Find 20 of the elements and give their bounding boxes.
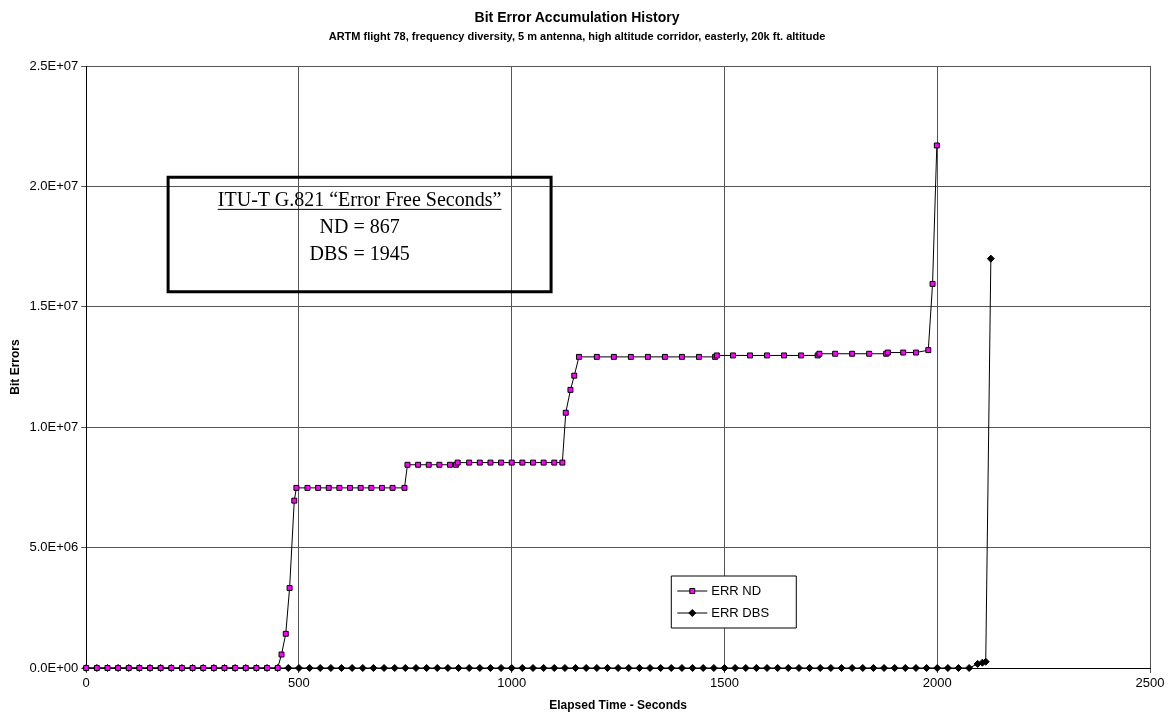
annotation: DBS = 1945 — [309, 242, 410, 265]
x-tick-label: 0 — [82, 675, 90, 691]
legend-label: ERR ND — [711, 582, 762, 598]
y-axis-title: Bit Errors — [7, 339, 22, 395]
x-tick-label: 2500 — [1135, 675, 1165, 691]
y-tick-label: 2.5E+07 — [29, 57, 79, 73]
x-tick-label: 2000 — [922, 675, 952, 691]
x-tick-label: 500 — [288, 675, 310, 691]
y-tick-label: 5.0E+06 — [29, 539, 79, 555]
annotation: ND = 867 — [319, 215, 400, 238]
x-tick-label: 1500 — [710, 675, 739, 691]
x-axis-title: Elapsed Time - Seconds — [549, 698, 688, 713]
legend-label: ERR DBS — [711, 604, 770, 620]
y-tick-label: 2.0E+07 — [29, 177, 79, 193]
y-tick-label: 1.0E+07 — [29, 418, 79, 434]
chart-title: Bit Error Accumulation History — [474, 9, 680, 26]
y-tick-label: 0.0E+00 — [29, 659, 79, 675]
x-tick-label: 1000 — [497, 675, 527, 691]
chart-subtitle: ARTM flight 78, frequency diversity, 5 m antenna, high altitude corridor, easterly, 20k ft. altitude — [328, 30, 826, 43]
y-tick-label: 1.5E+07 — [29, 298, 79, 314]
